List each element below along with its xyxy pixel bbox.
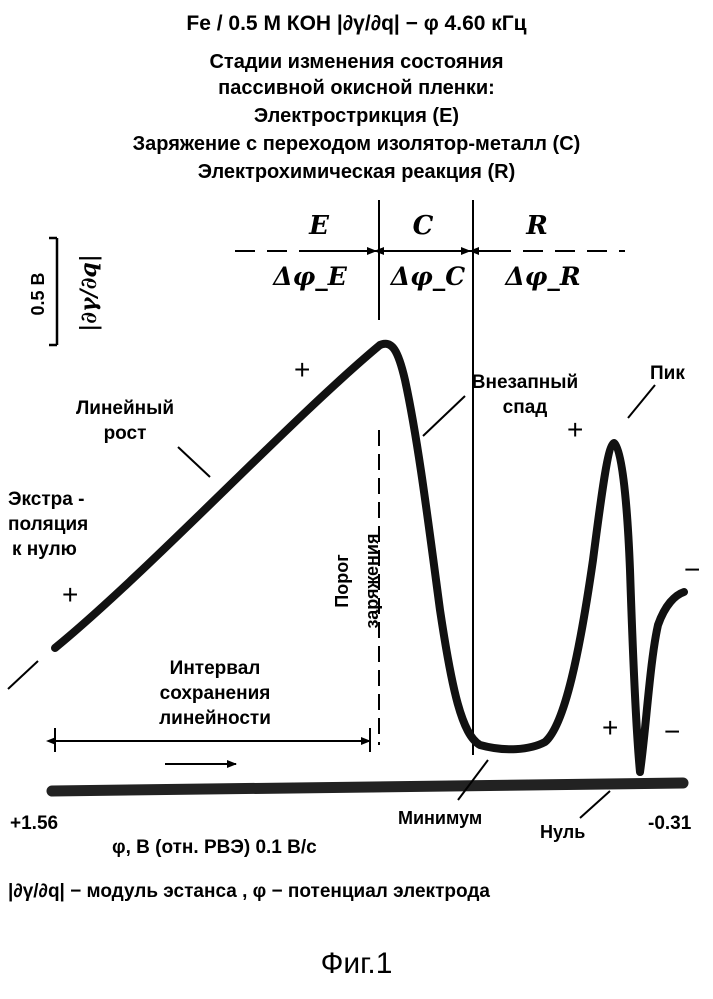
- interval-3: линейности: [130, 707, 300, 731]
- interval-2: сохранения: [130, 682, 300, 706]
- leader-linear-growth: [178, 447, 210, 477]
- delta-phi-c: Δφ_C: [383, 262, 473, 292]
- leader-peak: [628, 385, 655, 418]
- sudden-drop-1: Внезапный: [455, 371, 595, 395]
- header-line1: Fe / 0.5 M КОН |∂γ/∂q| − φ 4.60 кГц: [0, 12, 713, 36]
- minus-sign-2: −: [664, 720, 680, 744]
- stage-c: Заряжение с переходом изолятор-металл (C…: [0, 132, 713, 156]
- stages-title-2: пассивной окисной пленки:: [0, 76, 713, 100]
- region-c-label: C: [398, 211, 448, 241]
- extrapolation-2: поляция: [8, 513, 88, 537]
- delta-phi-r: Δφ_R: [498, 262, 588, 292]
- extrapolation-3: к нулю: [12, 538, 77, 562]
- zero-baseline: [52, 783, 683, 791]
- interval-1: Интервал: [130, 657, 300, 681]
- legend-line: |∂γ/∂q| − модуль эстанса , φ − потенциал…: [8, 880, 490, 904]
- extrapolation-1: Экстра -: [8, 488, 84, 512]
- leader-zero: [580, 791, 610, 818]
- plus-sign-1: +: [294, 358, 310, 382]
- minimum-label: Минимум: [398, 806, 482, 830]
- scale-bar-value: 0.5 В: [26, 254, 50, 334]
- plus-sign-4: +: [602, 716, 618, 740]
- zero-label: Нуль: [540, 820, 585, 844]
- linear-growth-2: рост: [60, 422, 190, 446]
- axis-left-value: +1.56: [10, 812, 58, 836]
- peak-label: Пик: [650, 362, 685, 386]
- stages-title-1: Стадии изменения состояния: [0, 50, 713, 74]
- leader-minimum: [458, 760, 488, 800]
- threshold-2: заряжения: [361, 516, 383, 646]
- plus-sign-2: +: [62, 583, 78, 607]
- linear-growth-1: Линейный: [60, 397, 190, 421]
- stage-r: Электрохимическая реакция (R): [0, 160, 713, 184]
- scale-bar-quantity: |∂γ/∂q|: [77, 238, 101, 348]
- minus-sign-1: −: [684, 558, 700, 582]
- stage-e: Электрострикция (E): [0, 104, 713, 128]
- delta-phi-e: Δφ_E: [265, 262, 355, 292]
- threshold-1: Порог: [331, 526, 353, 636]
- plus-sign-3: +: [567, 418, 583, 442]
- extrapolation-line: [8, 661, 38, 689]
- region-r-label: R: [512, 211, 562, 241]
- axis-right-value: -0.31: [648, 812, 691, 836]
- region-e-label: E: [294, 211, 344, 241]
- figure-caption: Фиг.1: [0, 946, 713, 982]
- axis-xlabel: φ, В (отн. РВЭ) 0.1 В/с: [112, 836, 317, 860]
